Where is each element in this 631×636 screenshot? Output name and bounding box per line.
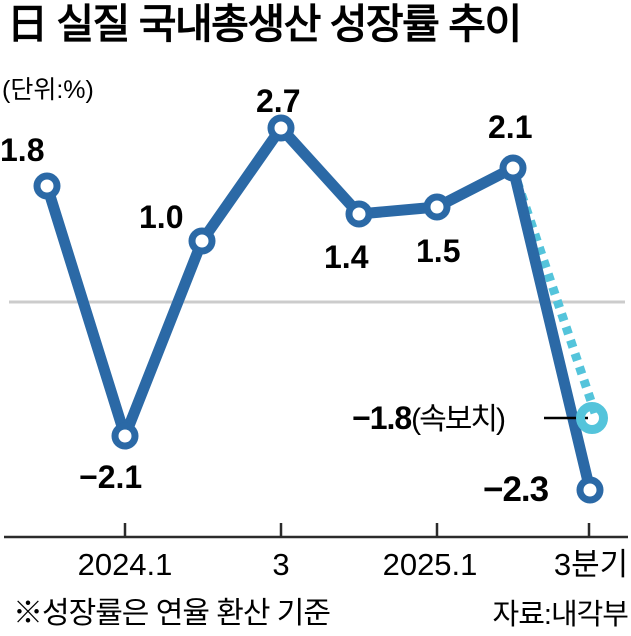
axis-label-2024.1: 2024.1 xyxy=(77,547,173,582)
preliminary-annotation: −1.8 (속보치) xyxy=(352,400,506,436)
marker-2.7 xyxy=(267,114,295,142)
marker-1.8 xyxy=(33,172,61,200)
axis-label-2025.1: 2025.1 xyxy=(382,547,478,582)
footnote: ※성장률은 연율 환산 기준 xyxy=(13,597,331,630)
value-label--2.1: −2.1 xyxy=(79,459,143,495)
value-label--2.3: −2.3 xyxy=(483,470,549,509)
value-label-1.0: 1.0 xyxy=(139,199,184,235)
value-label-1.4: 1.4 xyxy=(324,239,369,275)
axis-label-3bungi: 3분기 xyxy=(553,547,629,582)
preliminary-value: −1.8 xyxy=(352,400,412,436)
preliminary-suffix: (속보치) xyxy=(411,403,506,436)
x-axis-ticks xyxy=(123,523,591,536)
marker-1.0 xyxy=(188,227,216,255)
gdp-growth-line xyxy=(41,122,596,496)
value-label-2.7: 2.7 xyxy=(256,83,301,119)
data-point-markers xyxy=(33,114,604,504)
chart-title: 日 실질 국내총생산 성장률 추이 xyxy=(7,1,522,47)
unit-label: (단위:%) xyxy=(2,76,94,104)
marker--2.1 xyxy=(111,422,139,450)
marker-1.5 xyxy=(423,193,451,221)
marker-2.1 xyxy=(499,154,527,182)
value-label-1.5: 1.5 xyxy=(416,233,461,269)
source-label: 자료:내각부 xyxy=(492,599,629,631)
marker--2.3 xyxy=(576,476,604,504)
marker-preliminary--1.8 xyxy=(576,402,608,434)
value-label-1.8: 1.8 xyxy=(0,132,45,168)
marker-1.4 xyxy=(345,200,373,228)
value-label-2.1: 2.1 xyxy=(488,109,533,145)
axis-label-3: 3 xyxy=(272,547,290,582)
